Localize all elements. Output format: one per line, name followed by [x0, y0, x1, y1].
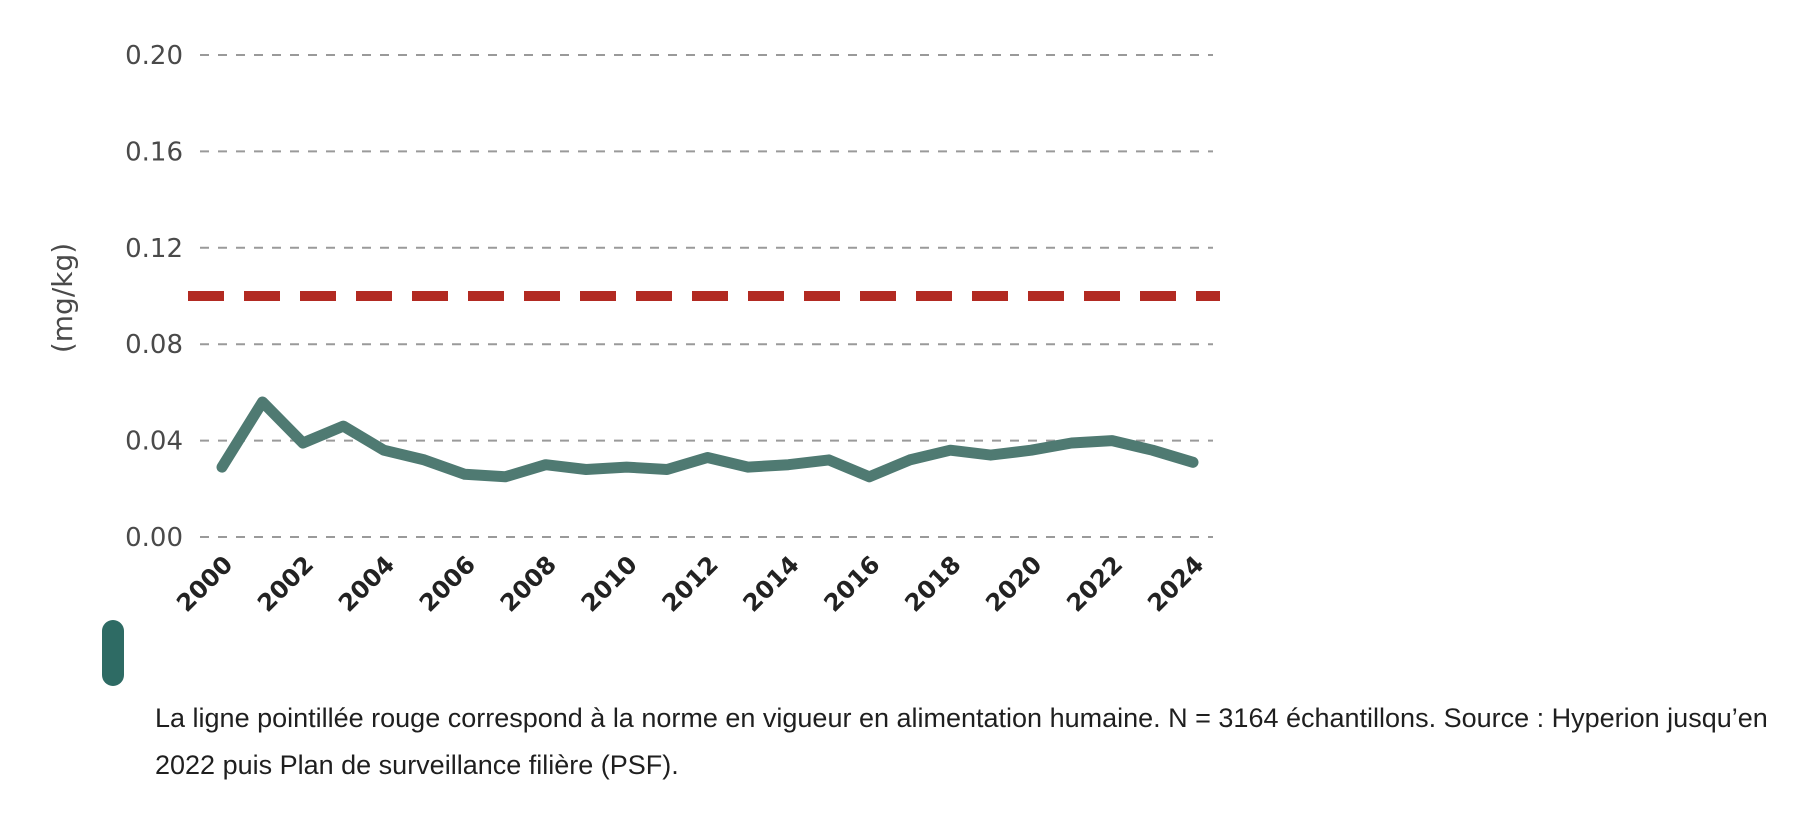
data-point	[908, 458, 911, 461]
data-point	[1151, 449, 1154, 452]
x-tick-label: 2016	[819, 550, 886, 617]
x-tick-label: 2004	[333, 550, 400, 617]
data-point	[261, 401, 264, 404]
x-tick-label: 2010	[576, 550, 643, 617]
data-point	[706, 456, 709, 459]
x-tick-label: 2012	[657, 550, 724, 617]
data-point	[746, 466, 749, 469]
figure-caption: La ligne pointillée rouge correspond à l…	[155, 703, 1768, 780]
data-point	[463, 473, 466, 476]
data-point	[221, 466, 223, 469]
data-point	[827, 458, 830, 461]
x-axis-tick-labels: 2000 2002 2004 2006 2008 2010 2012 2014 2016 2018…	[171, 550, 1209, 617]
x-tick-label: 2024	[1142, 550, 1209, 617]
data-point	[544, 463, 547, 466]
x-tick-label: 2020	[980, 550, 1047, 617]
data-point	[1070, 442, 1073, 445]
x-tick-label: 2006	[414, 550, 481, 617]
data-point	[382, 449, 385, 452]
data-point	[989, 454, 992, 457]
caption-marker	[102, 620, 124, 686]
y-axis-title: (mg/kg)	[46, 243, 79, 353]
y-tick-label: 0.12	[125, 234, 183, 264]
y-tick-label: 0.20	[125, 41, 183, 71]
data-point	[301, 442, 304, 445]
x-tick-label: 2018	[899, 550, 966, 617]
data-point	[666, 468, 669, 471]
series-group	[216, 396, 1199, 483]
data-point	[1111, 439, 1114, 442]
x-tick-label: 2014	[738, 550, 805, 617]
data-point	[1030, 449, 1033, 452]
data-point	[585, 468, 588, 471]
y-tick-label: 0.00	[125, 523, 183, 553]
y-tick-label: 0.04	[125, 427, 183, 457]
data-point	[1192, 461, 1194, 464]
x-tick-label: 2008	[495, 550, 562, 617]
data-point	[787, 463, 790, 466]
data-point	[625, 466, 628, 469]
data-point	[423, 458, 426, 461]
x-tick-label: 2022	[1061, 550, 1128, 617]
y-tick-label: 0.08	[125, 330, 183, 360]
series-line	[216, 396, 1199, 483]
data-point	[504, 475, 507, 478]
x-tick-label: 2002	[252, 550, 319, 617]
x-tick-label: 2000	[171, 550, 238, 617]
data-point	[868, 475, 871, 478]
data-point	[342, 425, 345, 428]
line-chart: 0.000.040.080.120.160.20 (mg/kg) 2000 200…	[46, 41, 1220, 617]
data-point	[949, 449, 952, 452]
y-axis-tick-labels: 0.00 0.04 0.08 0.12 0.16 0.20	[125, 41, 183, 553]
y-tick-label: 0.16	[125, 137, 183, 167]
